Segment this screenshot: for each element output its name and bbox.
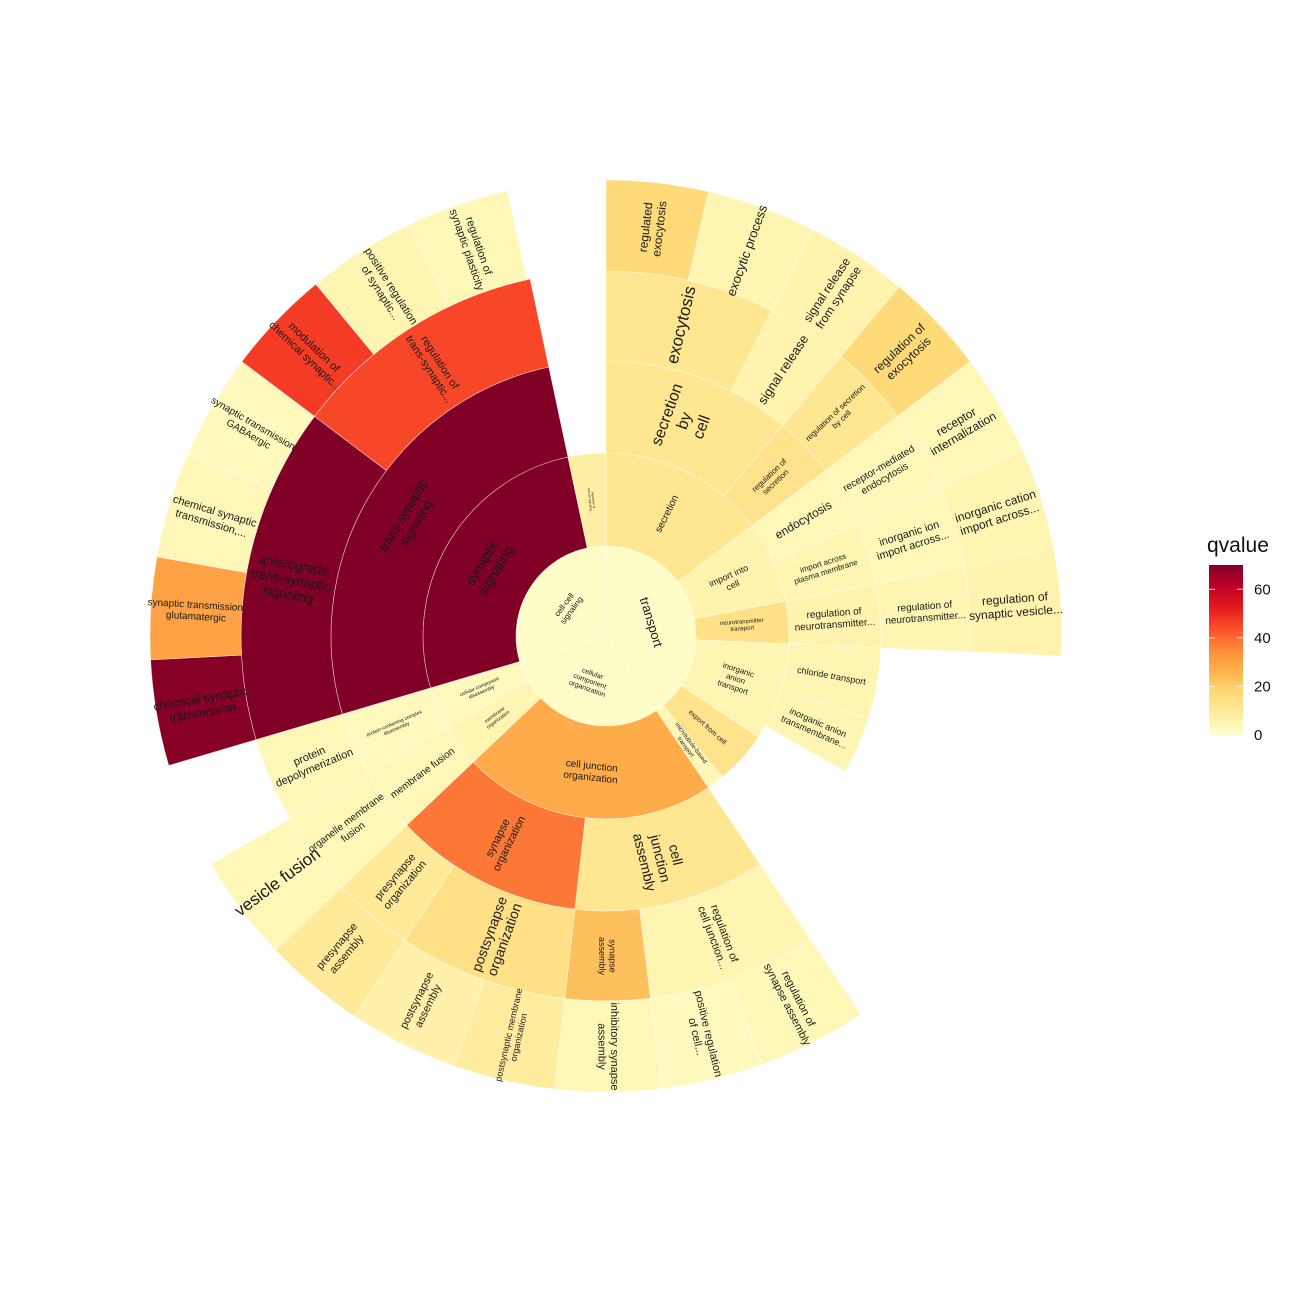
legend-colorbar <box>1209 565 1243 735</box>
segment-label: inhibitory synapseassembly <box>595 1002 620 1090</box>
segment-label-line: assembly <box>595 1023 607 1070</box>
segment-label: neurotransmittertransport <box>720 618 765 634</box>
segment-label-line: assembly <box>597 937 607 976</box>
legend-tick-label: 20 <box>1254 678 1271 695</box>
segment-label-line: neurotransmitter <box>720 618 764 627</box>
segment-label: synaptic transmission,glutamatergic <box>147 597 247 626</box>
segment-label-line: regulation of <box>897 599 953 614</box>
sunburst-segments <box>149 179 1063 1093</box>
segment-label-line: transport <box>730 625 754 633</box>
segment-label: synapseassembly <box>597 937 618 976</box>
segment-label-line: regulation of <box>591 492 597 509</box>
segment-label-line: inhibitory synapse <box>608 1002 620 1090</box>
segment-label-line: cell <box>666 842 687 866</box>
legend-title: qvalue <box>1207 534 1269 557</box>
segment-regulation-of-synaptic-plasticity[interactable] <box>409 190 528 307</box>
segment-label-line: regulation of <box>806 606 862 621</box>
segment-label-line: synapse <box>608 939 618 973</box>
segment-inorganic-anion-transmembrane[interactable] <box>764 690 869 772</box>
segment-label-line: regulated <box>636 202 656 253</box>
legend-tick-label: 60 <box>1254 581 1271 598</box>
segment-label: regulatedexocytosis <box>636 199 670 258</box>
segment-label-line: exocytosis <box>649 200 669 257</box>
color-legend: qvalue 0 20 40 60 <box>1207 534 1271 744</box>
segment-label-line: glutamatergic <box>166 609 227 624</box>
legend-tick-label: 0 <box>1254 727 1262 744</box>
segment-vesicle-fusion[interactable] <box>210 818 342 951</box>
segment-regulation-of-synaptic-vesicle[interactable] <box>963 548 1063 657</box>
segment-label-line: cell-cell signaling... <box>587 488 594 514</box>
segment-label-line: by <box>673 410 695 432</box>
segment-label-line: regulation of <box>981 589 1049 608</box>
legend-tick-label: 40 <box>1254 630 1271 647</box>
segment-label: regulation ofcell-cell signaling... <box>587 487 597 513</box>
segment-regulation-of-cell-cell-signaling[interactable] <box>567 452 607 549</box>
